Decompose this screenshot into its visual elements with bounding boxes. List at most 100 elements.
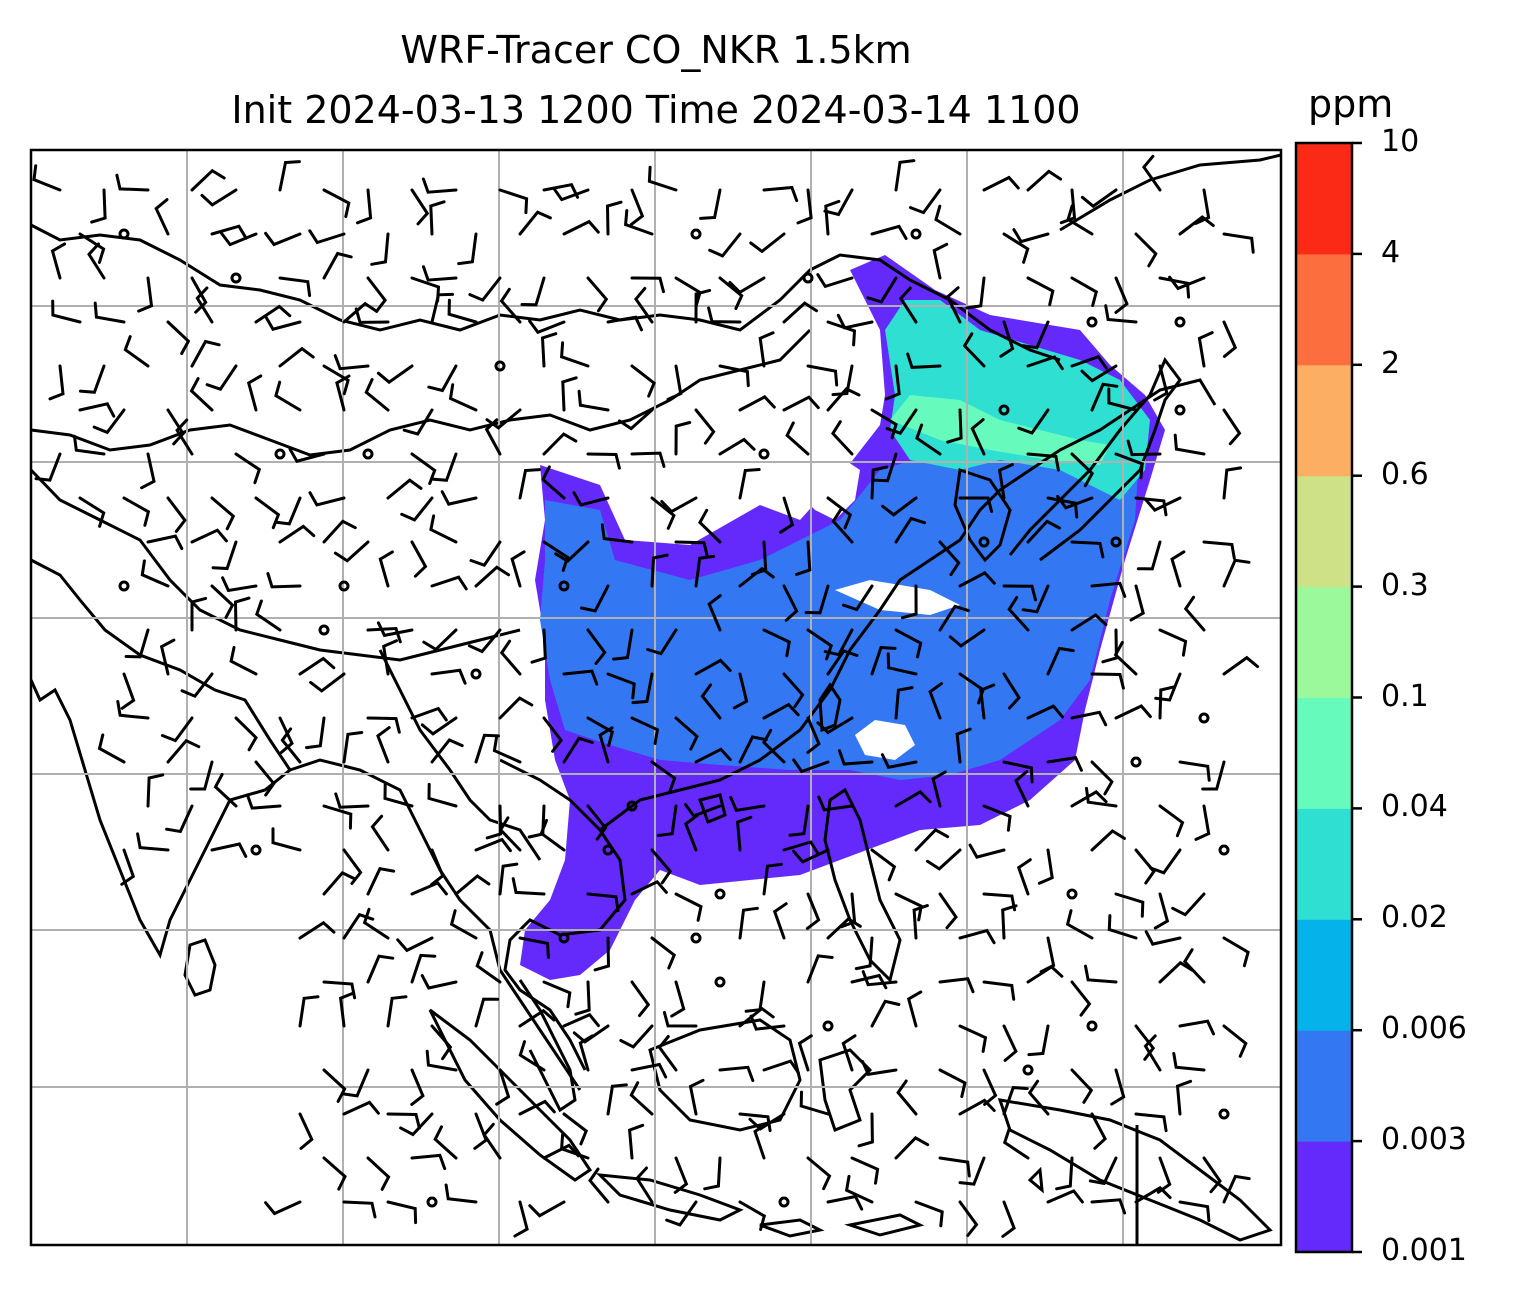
wind-barb <box>1055 1156 1074 1191</box>
wind-barb <box>694 554 716 588</box>
wind-barb <box>422 265 458 282</box>
plume-gap-2 <box>855 720 915 760</box>
wind-barb <box>782 840 820 856</box>
wind-barb <box>1021 320 1050 350</box>
wind-barb <box>73 434 106 456</box>
calm-wind-marker <box>1066 888 1078 900</box>
wind-barb <box>342 1100 380 1116</box>
wind-barb <box>779 496 795 534</box>
wind-barb <box>234 452 262 485</box>
wind-barb <box>688 1078 705 1116</box>
wind-barb <box>1142 154 1162 192</box>
wind-barb <box>166 320 191 355</box>
wind-barb <box>630 276 665 294</box>
wind-barb <box>1002 584 1037 602</box>
wind-barb <box>430 848 445 886</box>
wind-barb <box>792 758 830 774</box>
wind-barb <box>561 376 578 412</box>
wind-barb <box>915 423 942 456</box>
wind-barb <box>273 496 302 526</box>
wind-barb <box>1222 936 1250 968</box>
wind-barb <box>562 669 599 686</box>
wind-barb <box>738 1112 772 1133</box>
wind-barb <box>630 879 668 896</box>
wind-barb <box>1158 685 1176 720</box>
wind-barb <box>246 374 263 412</box>
wind-barb <box>872 452 898 483</box>
wind-barb <box>1070 540 1105 559</box>
wind-barb <box>1114 704 1152 720</box>
wind-barb <box>650 848 673 885</box>
wind-barb <box>421 177 458 194</box>
wind-barb <box>896 1079 918 1116</box>
wind-barb <box>1153 892 1170 930</box>
wind-barb <box>1090 382 1119 412</box>
wind-barb <box>881 496 918 517</box>
wind-barb <box>958 1156 986 1186</box>
wind-barb <box>1104 304 1138 324</box>
wind-barb <box>474 733 500 764</box>
wind-barb <box>792 848 830 864</box>
wind-barb <box>427 782 458 808</box>
wind-barb <box>938 604 970 632</box>
wind-barb <box>826 387 861 412</box>
wind-barb <box>1114 892 1145 918</box>
wind-barb <box>1182 948 1206 984</box>
wind-barb <box>1002 232 1030 264</box>
wind-barb <box>1134 848 1156 885</box>
wind-barb <box>1143 1034 1162 1072</box>
wind-barb <box>1002 760 1034 784</box>
colorbar-band <box>1296 1030 1352 1142</box>
wind-barb <box>965 276 986 310</box>
wind-barb <box>958 571 996 588</box>
wind-barb <box>190 276 208 314</box>
wind-barb <box>1026 452 1060 472</box>
wind-barb <box>758 331 775 368</box>
wind-barb <box>634 286 654 324</box>
coast-borneo <box>648 1018 802 1132</box>
wind-barb <box>322 804 353 830</box>
map-panel <box>29 148 1283 1247</box>
wind-barb <box>948 628 986 648</box>
wind-barb <box>1090 1198 1127 1215</box>
wind-barb <box>474 565 510 588</box>
wind-barb <box>342 731 364 764</box>
calm-wind-marker <box>558 932 570 944</box>
wind-barb <box>342 912 375 940</box>
wind-barb <box>430 668 467 685</box>
wind-barb <box>826 917 862 940</box>
wind-barb <box>485 804 503 840</box>
wind-barb <box>1136 540 1162 571</box>
calm-wind-marker <box>626 800 638 812</box>
wind-barb <box>694 288 712 324</box>
wind-barb <box>738 1200 767 1231</box>
wind-barb <box>539 818 566 852</box>
wind-barb <box>1178 760 1211 782</box>
wind-barb <box>870 408 898 440</box>
wind-barb <box>979 683 996 720</box>
wind-barb <box>817 795 854 812</box>
wind-barb <box>1065 909 1094 940</box>
colorbar-band <box>1296 586 1352 698</box>
colorbar-tick-label: 10 <box>1381 124 1420 159</box>
colorbar-tick-label: 4 <box>1381 234 1401 270</box>
wind-barb <box>518 1040 546 1072</box>
wind-barb <box>1222 320 1238 358</box>
wind-barb <box>1126 439 1162 457</box>
wind-barb <box>554 540 590 563</box>
wind-barb <box>1046 755 1083 772</box>
wind-barb <box>1149 848 1182 875</box>
wind-barb <box>806 1156 832 1191</box>
wind-barb <box>376 726 391 764</box>
wind-barb <box>342 1200 377 1219</box>
wind-barb <box>542 540 570 572</box>
wind-barb <box>938 977 975 994</box>
colorbar-tick-label: 0.04 <box>1381 789 1448 825</box>
wind-barb <box>797 1034 813 1072</box>
wind-barb <box>795 540 812 576</box>
wind-barb <box>400 496 434 522</box>
wind-barb <box>1134 1024 1156 1061</box>
wind-barb <box>1202 540 1236 560</box>
wind-barb <box>926 848 962 871</box>
wind-barb <box>562 736 594 764</box>
